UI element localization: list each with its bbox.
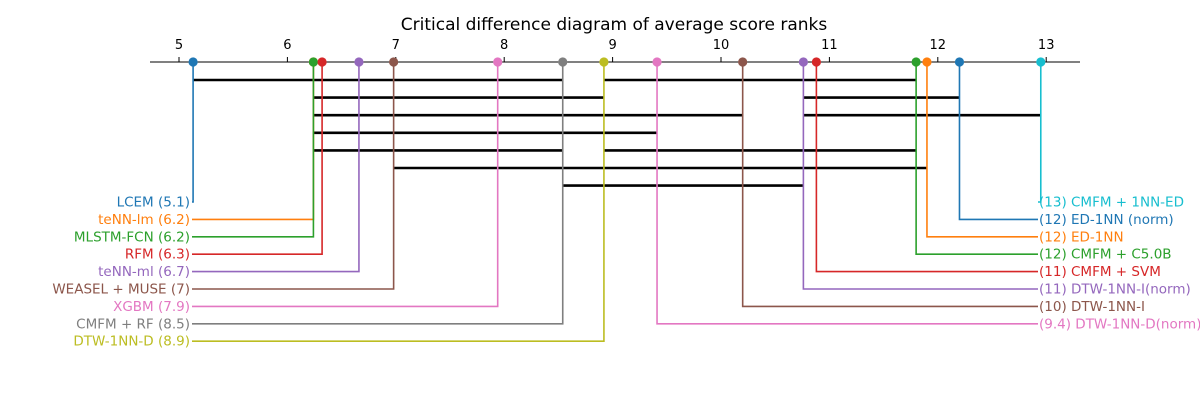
method-line [815,62,1038,273]
tick-label: 6 [283,38,291,53]
method-line [192,62,323,255]
method-line [192,62,564,325]
method-line [192,62,395,290]
method-line [958,62,1038,221]
method-line [192,62,194,203]
tick-label: 5 [175,38,183,53]
rank-point [811,57,821,67]
rank-point [798,57,808,67]
method-line [192,62,360,273]
method-lines: LCEM (5.1)teNN-lm (6.2)MLSTM-FCN (6.2) RF… [52,57,1200,350]
method-label: (12) ED-1NN [1039,229,1124,245]
rank-point [954,57,965,67]
rank-axis: 5 6 7 8 9 10 11 12 13 [150,38,1080,63]
rank-point [493,57,503,67]
clique-bars [193,78,1041,187]
method-line [926,62,1038,238]
tick-label: 7 [392,38,400,53]
tick-label: 9 [608,38,616,53]
method-label: teNN-ml (6.7) [98,264,190,280]
method-label: LCEM (5.1) [117,195,190,211]
method-label: (13) CMFM + 1NN-ED [1039,195,1184,211]
method-label: (12) CMFM + C5.0B [1039,247,1172,263]
tick-label: 13 [1038,38,1055,53]
method-label: (12) ED-1NN (norm) [1039,212,1174,228]
method-label: RFM (6.3) [125,247,190,263]
rank-point [911,57,921,67]
method-label: (11) CMFM + SVM [1039,264,1161,280]
rank-point [738,57,748,67]
method-label: (9.4) DTW-1NN-D(norm) [1039,316,1200,332]
method-line [192,62,499,308]
method-line [192,62,315,238]
method-label: (10) DTW-1NN-I [1039,299,1145,315]
rank-point [922,57,932,67]
method-line [656,62,1038,325]
method-label: CMFM + RF (8.5) [76,316,190,332]
rank-point [1036,57,1046,67]
rank-point [599,57,609,67]
tick-label: 8 [500,38,508,53]
method-line [192,62,315,221]
method-label: DTW-1NN-D (8.9) [73,334,190,350]
method-label: XGBM (7.9) [113,299,190,315]
rank-point [317,57,327,67]
method-line [915,62,1038,255]
method-line [1038,62,1042,203]
method-label: WEASEL + MUSE (7) [52,282,190,298]
rank-point [308,57,319,67]
method-label: MLSTM-FCN (6.2) [74,229,190,245]
method-label: teNN-lm (6.2) [98,212,190,228]
tick-label: 10 [713,38,730,53]
rank-point [389,57,399,67]
method-line [802,62,1038,290]
rank-point [354,57,364,67]
rank-point [558,57,568,67]
tick-label: 11 [821,38,838,53]
method-line [192,62,605,343]
rank-point [188,57,198,67]
method-line [741,62,1038,308]
method-label: (11) DTW-1NN-I(norm) [1039,282,1191,298]
chart-title: Critical difference diagram of average s… [401,15,828,35]
rank-point [652,57,662,67]
tick-label: 12 [930,38,947,53]
